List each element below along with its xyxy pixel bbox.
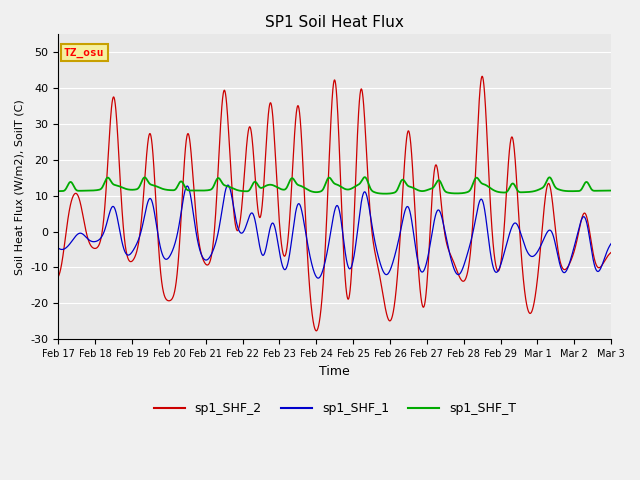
sp1_SHF_1: [266, 227, 273, 233]
sp1_SHF_1: [467, 238, 475, 243]
sp1_SHF_T: [509, 180, 517, 186]
sp1_SHF_T: [414, 187, 422, 193]
sp1_SHF_T: [361, 174, 369, 180]
sp1_SHF_T: [54, 188, 62, 194]
sp1_SHF_1: [387, 267, 394, 273]
sp1_SHF_T: [381, 191, 389, 197]
sp1_SHF_1: [314, 275, 322, 281]
sp1_SHF_1: [414, 260, 422, 265]
Title: SP1 Soil Heat Flux: SP1 Soil Heat Flux: [266, 15, 404, 30]
sp1_SHF_2: [54, 274, 62, 279]
sp1_SHF_T: [266, 182, 273, 188]
sp1_SHF_2: [467, 244, 475, 250]
sp1_SHF_1: [509, 222, 517, 228]
sp1_SHF_2: [509, 137, 517, 143]
sp1_SHF_1: [54, 245, 62, 251]
sp1_SHF_2: [478, 73, 486, 79]
Line: sp1_SHF_T: sp1_SHF_T: [58, 177, 611, 194]
Line: sp1_SHF_1: sp1_SHF_1: [58, 185, 611, 278]
X-axis label: Time: Time: [319, 365, 350, 378]
sp1_SHF_2: [266, 102, 273, 108]
sp1_SHF_T: [155, 184, 163, 190]
sp1_SHF_1: [224, 182, 232, 188]
Legend: sp1_SHF_2, sp1_SHF_1, sp1_SHF_T: sp1_SHF_2, sp1_SHF_1, sp1_SHF_T: [148, 397, 521, 420]
sp1_SHF_1: [607, 240, 615, 246]
sp1_SHF_T: [467, 186, 475, 192]
sp1_SHF_T: [387, 191, 394, 196]
Line: sp1_SHF_2: sp1_SHF_2: [58, 76, 611, 331]
sp1_SHF_2: [386, 318, 394, 324]
sp1_SHF_2: [414, 260, 422, 265]
sp1_SHF_1: [155, 237, 163, 242]
sp1_SHF_T: [607, 188, 615, 193]
sp1_SHF_2: [312, 328, 320, 334]
sp1_SHF_2: [155, 247, 163, 253]
Text: TZ_osu: TZ_osu: [64, 48, 104, 58]
sp1_SHF_2: [607, 250, 615, 255]
Y-axis label: Soil Heat Flux (W/m2), SoilT (C): Soil Heat Flux (W/m2), SoilT (C): [15, 99, 25, 275]
